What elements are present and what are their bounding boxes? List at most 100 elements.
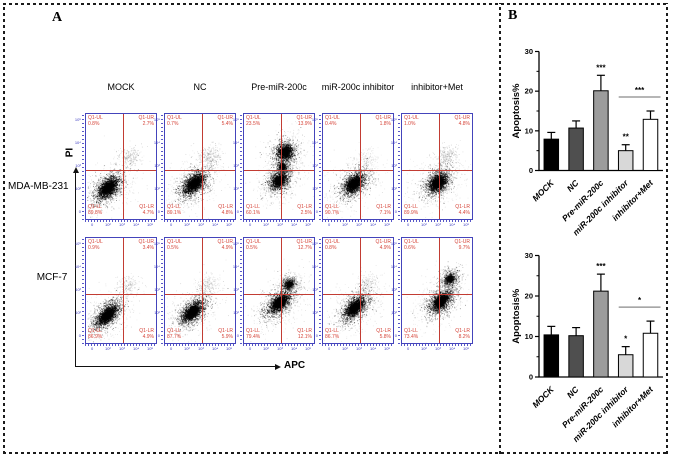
significance-stars: *** <box>596 262 606 271</box>
x-tick-label: 10³ <box>356 222 362 227</box>
quadrant-horizontal-line <box>244 170 314 172</box>
x-tick-label: 10⁴ <box>212 346 219 351</box>
x-tick-label: 10² <box>184 222 190 227</box>
y-tick-labels: 10⁵ 10⁴ 10³ 10² 0 <box>231 237 239 344</box>
pi-axis-arrowhead <box>72 167 79 173</box>
x-category-label: NC <box>565 384 581 400</box>
y-tick-labels: 10⁵ 10⁴ 10³ 10² 0 <box>389 237 397 344</box>
x-tick-label: 10³ <box>198 222 204 227</box>
column-header-3: Pre-miR-200c <box>251 82 307 92</box>
quadrant-label-q1-ll: Q1-LL 86.7% <box>325 328 340 340</box>
y-axis-minor-ticks <box>240 237 242 344</box>
scatter-dots <box>165 114 235 219</box>
apc-axis-arrowhead <box>275 363 281 370</box>
y-tick-label: 0 <box>394 209 397 214</box>
bar-miR-200c inhibitor <box>617 150 634 172</box>
quadrant-label-q1-ur: Q1-UR 2.7% <box>138 115 154 127</box>
y-tick-label: 10⁴ <box>311 140 318 145</box>
quadrant-vertical-line <box>123 238 125 343</box>
flow-plot-MCF-7-NC: Q1-UL 0.5% Q1-UR 4.9% Q1-LL 87.7% Q1-LR 5.9… <box>164 237 236 344</box>
scatter-dots <box>86 238 156 343</box>
significance-stars: * <box>638 296 642 305</box>
y-tick-label: 10⁴ <box>311 264 318 269</box>
y-tick-label: 10³ <box>391 163 397 168</box>
x-category-label: MOCK <box>530 384 556 410</box>
quadrant-label-q1-lr: Q1-LR 8.2% <box>455 328 470 340</box>
bar-NC <box>568 335 584 378</box>
x-tick-label: 10² <box>184 346 190 351</box>
x-tick-label: 10⁵ <box>305 346 312 351</box>
x-tick-label: 10⁵ <box>463 222 470 227</box>
quadrant-label-q1-lr: Q1-LR 4.8% <box>218 204 233 216</box>
y-axis-minor-ticks <box>319 113 321 220</box>
pi-axis-line <box>75 172 76 367</box>
x-tick-label: 10⁵ <box>384 222 391 227</box>
y-tick-label: 10³ <box>75 163 81 168</box>
x-tick-label: 10² <box>421 346 427 351</box>
scatter-dots <box>86 114 156 219</box>
y-tick-label: 10³ <box>154 163 160 168</box>
x-tick-label: 10³ <box>356 346 362 351</box>
x-tick-label: 0 <box>170 346 173 351</box>
bar-inhibitor+Met <box>642 332 659 378</box>
y-tick-label: 10⁵ <box>390 241 397 246</box>
flow-plot-MDA-MB-231-inhibitor+Met: Q1-UL 1.0% Q1-UR 4.8% Q1-LL 89.9% Q1-LR 4.4… <box>401 113 473 220</box>
quadrant-label-q1-ul: Q1-UL 0.8% <box>88 115 103 127</box>
quadrant-horizontal-line <box>244 294 314 296</box>
y-tick-label: 10² <box>233 186 239 191</box>
x-tick-label: 10² <box>421 222 427 227</box>
x-tick-label: 10² <box>342 222 348 227</box>
x-tick-label: 10⁵ <box>147 346 154 351</box>
scatter-dots <box>165 238 235 343</box>
apc-axis-line <box>75 366 275 367</box>
y-tick-label: 0 <box>315 209 318 214</box>
y-tick-label: 10³ <box>233 163 239 168</box>
quadrant-label-q1-ul: Q1-UL 0.9% <box>88 239 103 251</box>
y-tick-label: 0 <box>529 373 533 382</box>
quadrant-horizontal-line <box>323 294 393 296</box>
y-tick-label: 30 <box>525 251 533 260</box>
x-tick-label: 10⁴ <box>291 222 298 227</box>
x-tick-label: 10³ <box>119 222 125 227</box>
y-tick-label: 10² <box>233 310 239 315</box>
flow-plot-MDA-MB-231-Pre-miR-200c: Q1-UL 23.5% Q1-UR 13.9% Q1-LL 60.1% Q1-LR 2… <box>243 113 315 220</box>
x-axis-minor-ticks <box>322 344 394 346</box>
y-tick-label: 10² <box>154 186 160 191</box>
x-axis-minor-ticks <box>401 220 473 222</box>
significance-stars: *** <box>596 63 606 72</box>
quadrant-label-q1-ll: Q1-LL 89.9% <box>404 204 419 216</box>
row-label-mcf-7: MCF-7 <box>36 272 68 283</box>
quadrant-label-q1-ll: Q1-LL 89.8% <box>88 204 103 216</box>
x-tick-label: 0 <box>328 222 331 227</box>
y-tick-label: 10² <box>391 186 397 191</box>
x-axis-minor-ticks <box>243 220 315 222</box>
scatter-dots <box>323 114 393 219</box>
quadrant-label-q1-ur: Q1-UR 1.8% <box>375 115 391 127</box>
column-header-4: miR-200c inhibitor <box>321 82 395 92</box>
row-label-mda-mb-231: MDA-MB-231 <box>8 181 69 192</box>
flow-plot-MDA-MB-231-NC: Q1-UL 0.7% Q1-UR 5.4% Q1-LL 89.1% Q1-LR 4.8… <box>164 113 236 220</box>
x-tick-label: 10³ <box>119 346 125 351</box>
quadrant-label-q1-lr: Q1-LR 7.1% <box>376 204 391 216</box>
y-tick-label: 30 <box>525 47 533 56</box>
quadrant-label-q1-ur: Q1-UR 5.4% <box>217 115 233 127</box>
bar-MOCK <box>543 138 560 171</box>
x-tick-label: 10⁵ <box>384 346 391 351</box>
x-tick-label: 10⁵ <box>305 222 312 227</box>
bar-MOCK <box>543 334 560 378</box>
quadrant-horizontal-line <box>86 170 156 172</box>
significance-stars: *** <box>635 86 645 95</box>
quadrant-label-q1-ur: Q1-UR 3.4% <box>138 239 154 251</box>
x-tick-label: 10⁵ <box>226 222 233 227</box>
quadrant-label-q1-ur: Q1-UR 13.9% <box>296 115 312 127</box>
x-tick-label: 10⁵ <box>463 346 470 351</box>
flow-plot-MCF-7-Pre-miR-200c: Q1-UL 0.5% Q1-UR 12.7% Q1-LL 79.4% Q1-LR 12… <box>243 237 315 344</box>
x-tick-label: 0 <box>91 346 94 351</box>
y-tick-label: 10² <box>312 186 318 191</box>
bar-NC <box>568 127 584 172</box>
scatter-dots <box>323 238 393 343</box>
x-tick-label: 0 <box>91 222 94 227</box>
y-tick-label: 0 <box>157 333 160 338</box>
